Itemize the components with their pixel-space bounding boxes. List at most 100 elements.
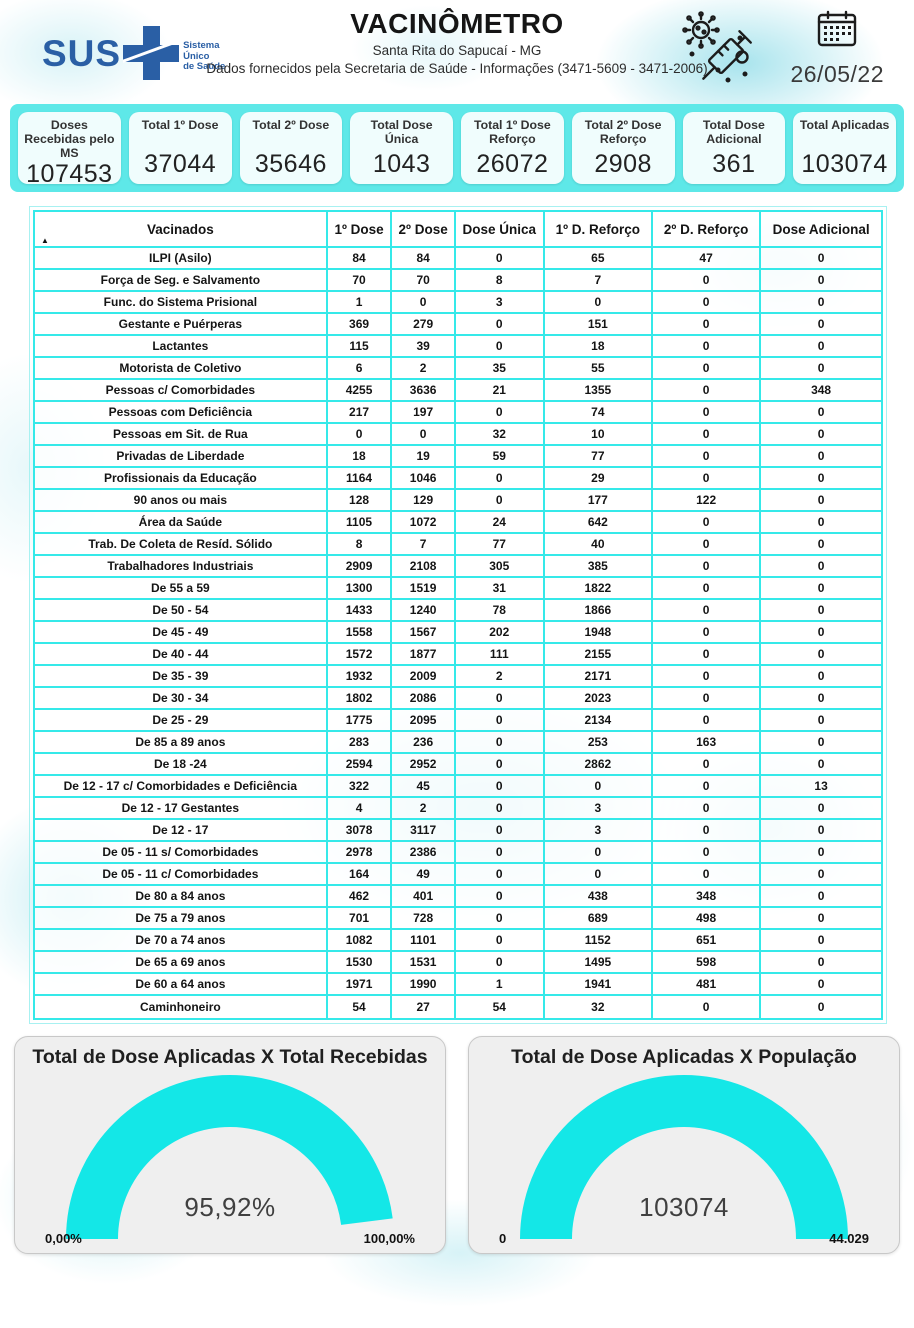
cell-value: 0 (817, 251, 825, 265)
stat-card: Total Dose Única 1043 (350, 112, 453, 184)
date-block: 26/05/22 (790, 10, 884, 88)
cell-value: 0 (456, 688, 545, 708)
sus-cross-icon (123, 26, 180, 80)
cell-value: 0 (817, 713, 825, 727)
cell-value: 0 (817, 493, 825, 507)
cell-value: 6 (328, 358, 393, 378)
table-row: De 35 - 39 1932 2009 2 2171 0 0 (35, 666, 881, 688)
cell-value: 0 (817, 471, 825, 485)
cell-value: 0 (653, 820, 762, 840)
cell-value: 1948 (545, 622, 653, 642)
cell-value: 0 (653, 776, 762, 796)
cell-value: 7 (392, 534, 456, 554)
column-header-label: 1º Dose (334, 221, 384, 237)
cell-value: 0 (817, 889, 825, 903)
row-label: Área da Saúde (35, 512, 328, 532)
cell-value: 151 (545, 314, 653, 334)
cell-value: 0 (817, 1000, 825, 1014)
cell-value: 122 (653, 490, 762, 510)
cell-value: 0 (653, 600, 762, 620)
cell-value: 1433 (328, 600, 393, 620)
info-line: Dados fornecidos pela Secretaria de Saúd… (206, 61, 708, 76)
cell-value: 0 (456, 710, 545, 730)
cell-value: 0 (817, 581, 825, 595)
cell-value: 0 (817, 801, 825, 815)
cell-value: 35 (456, 358, 545, 378)
table-row: De 12 - 17 c/ Comorbidades e Deficiência… (35, 776, 881, 798)
cell-value: 0 (817, 669, 825, 683)
cell-value: 10 (545, 424, 653, 444)
column-header[interactable]: Vacinados ▲ (35, 212, 328, 246)
cell-value: 0 (653, 710, 762, 730)
cell-value: 59 (456, 446, 545, 466)
row-label: Motorista de Coletivo (35, 358, 328, 378)
column-header-label: 2º Dose (398, 221, 448, 237)
cell-value: 54 (456, 996, 545, 1018)
cell-value: 0 (653, 864, 762, 884)
column-header[interactable]: Dose Única (456, 212, 545, 246)
cell-value: 642 (545, 512, 653, 532)
cell-value: 1558 (328, 622, 393, 642)
cell-value: 1101 (392, 930, 456, 950)
row-label: Func. do Sistema Prisional (35, 292, 328, 312)
table-row: Pessoas c/ Comorbidades 4255 3636 21 1355 0 34… (35, 380, 881, 402)
cell-value: 0 (456, 952, 545, 972)
cell-value: 1495 (545, 952, 653, 972)
cell-value: 1822 (545, 578, 653, 598)
row-label: Pessoas com Deficiência (35, 402, 328, 422)
stat-card: Total Dose Adicional 361 (682, 112, 786, 184)
row-label: De 18 -24 (35, 754, 328, 774)
cell-value: 164 (328, 864, 393, 884)
gauge-value: 103074 (639, 1192, 729, 1222)
cell-value: 0 (817, 757, 825, 771)
column-header[interactable]: 2º D. Reforço (653, 212, 762, 246)
sus-logo: SUS Sistema Único de Saúde (42, 26, 225, 80)
cell-value: 0 (817, 955, 825, 969)
cell-value: 1572 (328, 644, 393, 664)
cell-value: 462 (328, 886, 393, 906)
cell-value: 598 (653, 952, 762, 972)
cell-value: 1990 (392, 974, 456, 994)
row-label: De 50 - 54 (35, 600, 328, 620)
table-row: De 45 - 49 1558 1567 202 1948 0 0 (35, 622, 881, 644)
column-header[interactable]: 1º D. Reforço (545, 212, 653, 246)
cell-value: 0 (456, 864, 545, 884)
cell-value: 3 (456, 292, 545, 312)
table-row: De 18 -24 2594 2952 0 2862 0 0 (35, 754, 881, 776)
stat-value: 26072 (476, 150, 549, 178)
cell-value: 0 (392, 292, 456, 312)
cell-value: 0 (456, 314, 545, 334)
cell-value: 438 (545, 886, 653, 906)
cell-value: 1105 (328, 512, 393, 532)
table-row: De 60 a 64 anos 1971 1990 1 1941 481 0 (35, 974, 881, 996)
cell-value: 84 (328, 248, 393, 268)
table-row: Força de Seg. e Salvamento 70 70 8 7 0 0 (35, 270, 881, 292)
cell-value: 0 (328, 424, 393, 444)
row-label: ILPI (Asilo) (35, 248, 328, 268)
column-header[interactable]: 2º Dose (392, 212, 456, 246)
cell-value: 0 (545, 864, 653, 884)
cell-value: 2386 (392, 842, 456, 862)
column-header[interactable]: Dose Adicional (761, 212, 881, 246)
cell-value: 1072 (392, 512, 456, 532)
stat-label: Total 2º Dose Reforço (584, 118, 662, 147)
row-label: De 40 - 44 (35, 644, 328, 664)
cell-value: 1775 (328, 710, 393, 730)
cell-value: 49 (392, 864, 456, 884)
cell-value: 202 (456, 622, 545, 642)
cell-value: 0 (456, 798, 545, 818)
table-row: De 75 a 79 anos 701 728 0 689 498 0 (35, 908, 881, 930)
row-label: Pessoas em Sit. de Rua (35, 424, 328, 444)
table-row: De 05 - 11 c/ Comorbidades 164 49 0 0 0 0 (35, 864, 881, 886)
cell-value: 40 (545, 534, 653, 554)
cell-value: 0 (817, 823, 825, 837)
cell-value: 0 (456, 754, 545, 774)
cell-value: 18 (328, 446, 393, 466)
cell-value: 19 (392, 446, 456, 466)
row-label: De 12 - 17 c/ Comorbidades e Deficiência (35, 776, 328, 796)
row-label: De 05 - 11 c/ Comorbidades (35, 864, 328, 884)
column-header[interactable]: 1º Dose (328, 212, 393, 246)
cell-value: 1866 (545, 600, 653, 620)
table-row: De 80 a 84 anos 462 401 0 438 348 0 (35, 886, 881, 908)
cell-value: 1046 (392, 468, 456, 488)
